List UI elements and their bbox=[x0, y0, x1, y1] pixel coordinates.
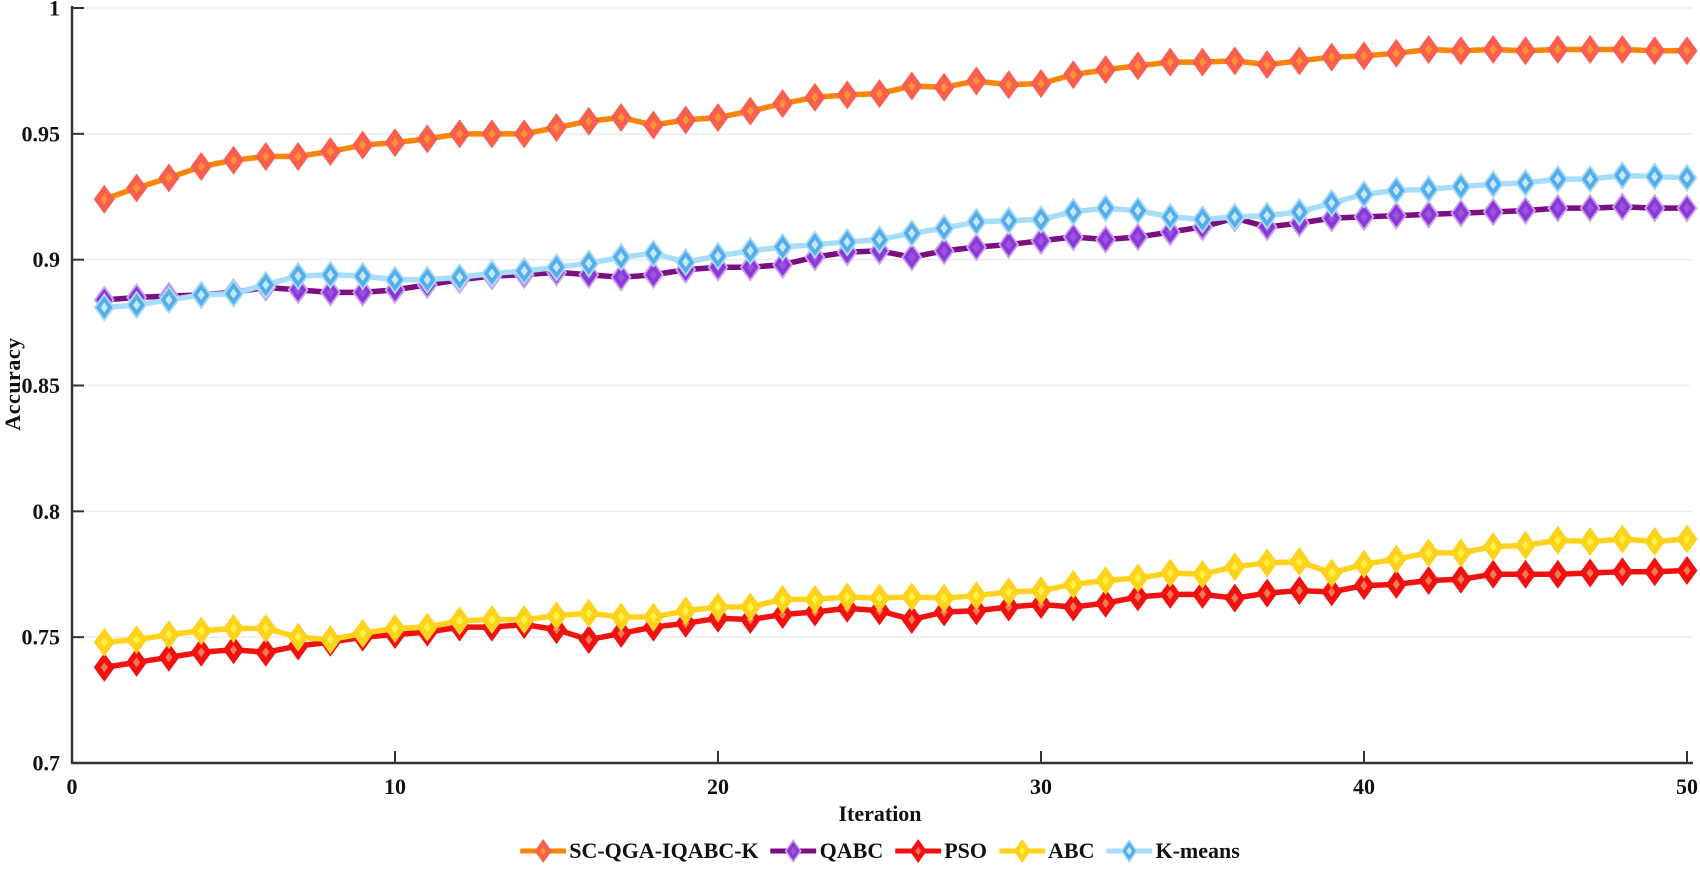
y-tick-label: 0.75 bbox=[22, 625, 61, 650]
x-tick-label: 10 bbox=[384, 774, 406, 799]
series-qabc bbox=[93, 192, 1698, 315]
legend-label-sc-qga-iqabc-k: SC-QGA-IQABC-K bbox=[569, 838, 759, 863]
legend-marker-k-means-icon bbox=[1106, 839, 1153, 863]
series-sc-qga-iqabc-k bbox=[93, 35, 1698, 214]
y-tick-label: 1 bbox=[49, 0, 60, 21]
legend-item-qabc: QABC bbox=[770, 836, 884, 866]
legend-item-sc-qga-iqabc-k: SC-QGA-IQABC-K bbox=[520, 836, 759, 866]
legend-label-abc: ABC bbox=[1048, 838, 1095, 863]
y-tick-label: 0.9 bbox=[33, 247, 61, 272]
y-tick-label: 0.8 bbox=[33, 499, 61, 524]
gridlines bbox=[72, 7, 1692, 638]
legend-label-qabc: QABC bbox=[819, 838, 884, 863]
y-axis-title: Accuracy bbox=[0, 337, 25, 431]
legend-label-k-means: K-means bbox=[1155, 838, 1240, 863]
y-tick-label: 0.95 bbox=[22, 121, 61, 146]
legend-label-pso: PSO bbox=[944, 838, 988, 863]
legend-item-pso: PSO bbox=[895, 836, 987, 866]
x-tick-label: 50 bbox=[1676, 774, 1698, 799]
x-tick-label: 0 bbox=[67, 774, 78, 799]
series-k-means bbox=[93, 160, 1698, 322]
legend-marker-abc-icon bbox=[999, 839, 1046, 863]
series-pso bbox=[93, 555, 1698, 682]
legend-marker-qabc-icon bbox=[770, 839, 817, 863]
x-tick-label: 30 bbox=[1030, 774, 1052, 799]
x-tick-label: 40 bbox=[1353, 774, 1375, 799]
legend: SC-QGA-IQABC-K QABC PSO ABC K-means bbox=[520, 836, 1240, 866]
y-tick-label: 0.85 bbox=[22, 373, 61, 398]
y-tick-label: 0.7 bbox=[33, 751, 61, 776]
legend-item-k-means: K-means bbox=[1106, 836, 1240, 866]
x-axis-title: Iteration bbox=[838, 801, 922, 826]
legend-item-abc: ABC bbox=[999, 836, 1094, 866]
series-abc bbox=[93, 524, 1698, 657]
legend-marker-sc-qga-iqabc-k-icon bbox=[520, 839, 567, 863]
legend-marker-pso-icon bbox=[895, 839, 942, 863]
x-tick-label: 20 bbox=[707, 774, 729, 799]
